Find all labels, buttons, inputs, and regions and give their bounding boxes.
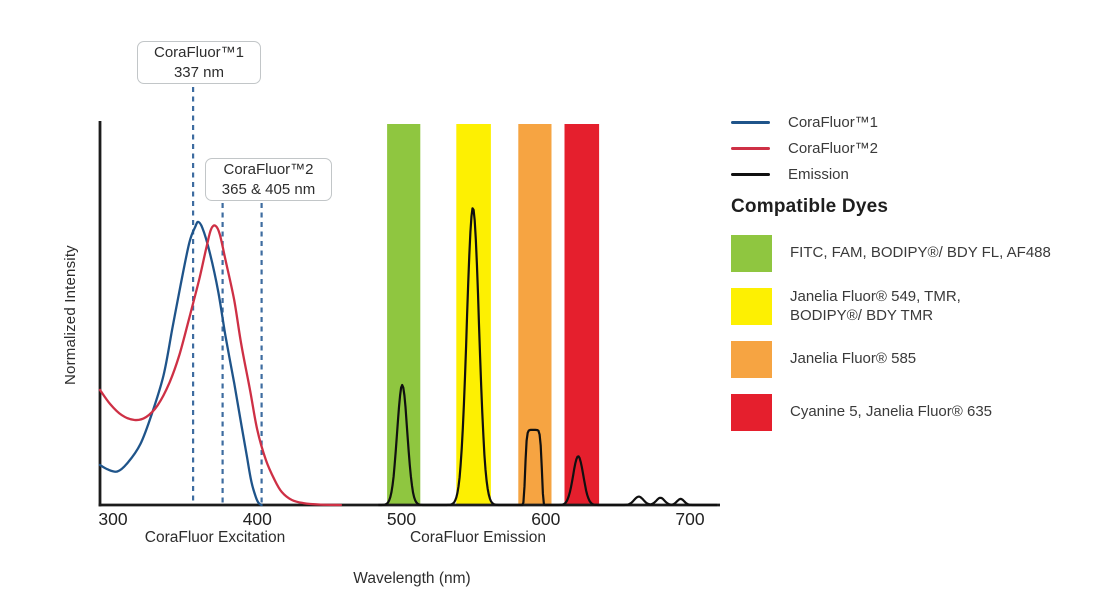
legend-item-corafluor2: CoraFluor™2 [731, 135, 1103, 161]
dye-item-yellow: Janelia Fluor® 549, TMR, BODIPY®/ BDY TM… [731, 288, 1103, 325]
red-color-swatch [731, 394, 772, 431]
green-color-swatch [731, 235, 772, 272]
emission-filter-band [518, 124, 552, 505]
dye-item-orange: Janelia Fluor® 585 [731, 341, 1103, 378]
corafluor2-line-swatch [731, 146, 770, 150]
legend-item-label: CoraFluor™2 [788, 139, 879, 157]
dye-item-red: Cyanine 5, Janelia Fluor® 635 [731, 394, 1103, 431]
x-tick-label: 600 [531, 509, 560, 529]
x-axis-section-excitation: CoraFluor Excitation [144, 529, 286, 546]
x-axis-section-emission: CoraFluor Emission [409, 529, 547, 546]
emission-curve [378, 207, 718, 507]
excitation-curve [98, 220, 263, 507]
spectra-chart: 300 400 500 600 700 [98, 87, 720, 529]
legend-item-corafluor1: CoraFluor™1 [731, 109, 1103, 135]
compatible-dyes-list: FITC, FAM, BODIPY®/ BDY FL, AF488 Janeli… [731, 235, 1103, 431]
emission-filter-band [564, 124, 600, 505]
callout-corafluor1: CoraFluor™1 337 nm [137, 41, 261, 84]
x-tick-label: 400 [243, 509, 272, 529]
legend-item-emission: Emission [731, 161, 1103, 187]
legend-item-label: CoraFluor™1 [788, 113, 879, 131]
compatible-dyes-heading: Compatible Dyes [731, 196, 889, 217]
x-tick-label: 700 [675, 509, 704, 529]
corafluor1-line-swatch [731, 120, 770, 124]
callout-corafluor2-title: CoraFluor™2 [223, 161, 314, 178]
legend-item-label: Emission [788, 165, 849, 183]
emission-filter-band [387, 124, 421, 505]
x-tick-label: 300 [98, 509, 127, 529]
dye-item-label: FITC, FAM, BODIPY®/ BDY FL, AF488 [790, 244, 1051, 262]
dye-item-label: Janelia Fluor® 585 [790, 350, 917, 368]
y-axis-label: Normalized Intensity [62, 245, 79, 385]
dye-item-label: Janelia Fluor® 549, TMR, BODIPY®/ BDY TM… [790, 288, 961, 324]
callout-corafluor1-value: 337 nm [173, 63, 225, 81]
callout-corafluor2-value: 365 & 405 nm [221, 180, 316, 198]
legend-panel: CoraFluor™1 CoraFluor™2 Emission Compati… [731, 109, 1103, 447]
x-tick-label: 500 [387, 509, 416, 529]
callout-corafluor1-title: CoraFluor™1 [153, 44, 245, 61]
dye-item-label: Cyanine 5, Janelia Fluor® 635 [790, 403, 993, 421]
x-axis-title: Wavelength (nm) [353, 570, 471, 587]
yellow-color-swatch [731, 288, 772, 325]
excitation-curve [98, 224, 343, 507]
dye-item-green: FITC, FAM, BODIPY®/ BDY FL, AF488 [731, 235, 1103, 272]
callout-corafluor2: CoraFluor™2 365 & 405 nm [205, 158, 332, 201]
emission-line-swatch [731, 172, 770, 176]
orange-color-swatch [731, 341, 772, 378]
